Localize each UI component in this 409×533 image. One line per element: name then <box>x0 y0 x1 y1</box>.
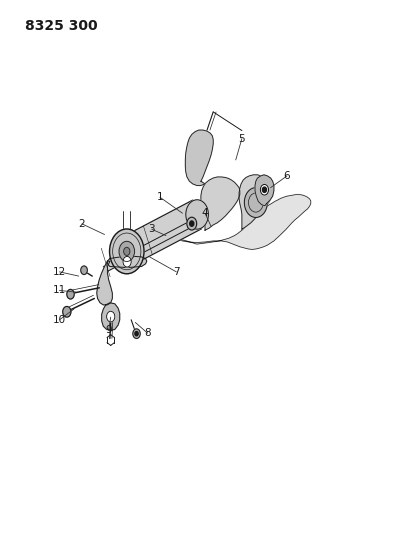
Circle shape <box>187 217 196 230</box>
Text: 5: 5 <box>238 134 245 143</box>
Polygon shape <box>185 130 213 185</box>
Text: 1: 1 <box>156 192 163 202</box>
Polygon shape <box>107 256 146 268</box>
Circle shape <box>244 188 267 217</box>
Circle shape <box>63 306 71 317</box>
Polygon shape <box>238 175 272 229</box>
Polygon shape <box>176 195 310 249</box>
Polygon shape <box>101 303 119 330</box>
Polygon shape <box>254 175 273 206</box>
Text: 8325 300: 8325 300 <box>25 19 97 33</box>
Circle shape <box>260 184 268 195</box>
Circle shape <box>106 311 115 322</box>
Circle shape <box>123 256 131 267</box>
Circle shape <box>81 266 87 274</box>
Text: 9: 9 <box>105 326 112 335</box>
Circle shape <box>185 200 208 229</box>
Polygon shape <box>103 221 192 272</box>
Circle shape <box>133 329 140 338</box>
Text: 3: 3 <box>148 224 155 234</box>
Circle shape <box>124 247 130 255</box>
Text: 8: 8 <box>144 328 151 338</box>
Polygon shape <box>122 200 201 266</box>
Circle shape <box>67 289 74 299</box>
Text: 12: 12 <box>53 267 66 277</box>
Text: 4: 4 <box>201 208 208 218</box>
Text: 11: 11 <box>53 286 66 295</box>
Polygon shape <box>200 177 239 230</box>
Circle shape <box>119 241 134 262</box>
Circle shape <box>109 229 144 274</box>
Circle shape <box>262 187 266 192</box>
Polygon shape <box>97 261 112 305</box>
Text: 7: 7 <box>173 267 179 277</box>
Text: 10: 10 <box>53 315 66 325</box>
Text: 6: 6 <box>283 171 290 181</box>
Circle shape <box>135 332 138 336</box>
Text: 2: 2 <box>79 219 85 229</box>
Circle shape <box>189 221 193 227</box>
